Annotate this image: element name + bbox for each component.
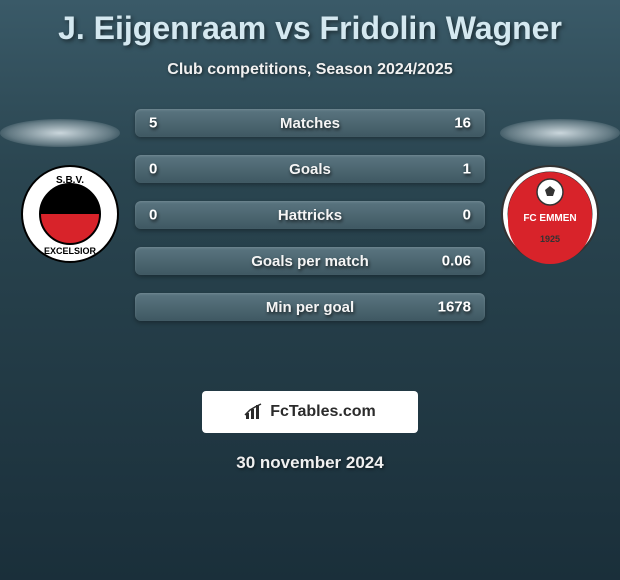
brand-logo[interactable]: FcTables.com — [202, 391, 418, 433]
stat-row-hattricks: 0 Hattricks 0 — [135, 201, 485, 229]
stat-label: Hattricks — [278, 207, 342, 224]
stat-row-min-per-goal: Min per goal 1678 — [135, 293, 485, 321]
stat-label: Matches — [280, 115, 340, 132]
stat-label: Min per goal — [266, 299, 354, 316]
logo-text-name: FC EMMEN — [523, 213, 576, 224]
subtitle: Club competitions, Season 2024/2025 — [0, 61, 620, 79]
chart-icon — [244, 403, 264, 421]
stat-row-matches: 5 Matches 16 — [135, 109, 485, 137]
brand-label: FcTables.com — [270, 403, 376, 421]
player-shadow-right — [500, 119, 620, 147]
stat-row-goals: 0 Goals 1 — [135, 155, 485, 183]
stat-value-left: 0 — [149, 161, 157, 178]
stats-bars: 5 Matches 16 0 Goals 1 0 Hattricks 0 Goa… — [135, 109, 485, 339]
comparison-area: S.B.V. EXCELSIOR FC EMMEN 1925 5 Matches — [0, 109, 620, 369]
stat-value-right: 1 — [463, 161, 471, 178]
stat-label: Goals — [289, 161, 331, 178]
stat-value-right: 0 — [463, 207, 471, 224]
club-logo-excelsior: S.B.V. EXCELSIOR — [20, 164, 120, 264]
stat-value-left: 5 — [149, 115, 157, 132]
page-title: J. Eijgenraam vs Fridolin Wagner — [0, 0, 620, 47]
stat-value-right: 16 — [454, 115, 471, 132]
player-shadow-left — [0, 119, 120, 147]
stat-value-right: 0.06 — [442, 253, 471, 270]
stat-label: Goals per match — [251, 253, 369, 270]
stat-row-goals-per-match: Goals per match 0.06 — [135, 247, 485, 275]
stat-value-right: 1678 — [438, 299, 471, 316]
logo-text-bottom: EXCELSIOR — [44, 246, 97, 256]
date-label: 30 november 2024 — [0, 453, 620, 473]
logo-text-year: 1925 — [540, 234, 560, 244]
club-logo-fc-emmen: FC EMMEN 1925 — [500, 164, 600, 264]
stat-value-left: 0 — [149, 207, 157, 224]
